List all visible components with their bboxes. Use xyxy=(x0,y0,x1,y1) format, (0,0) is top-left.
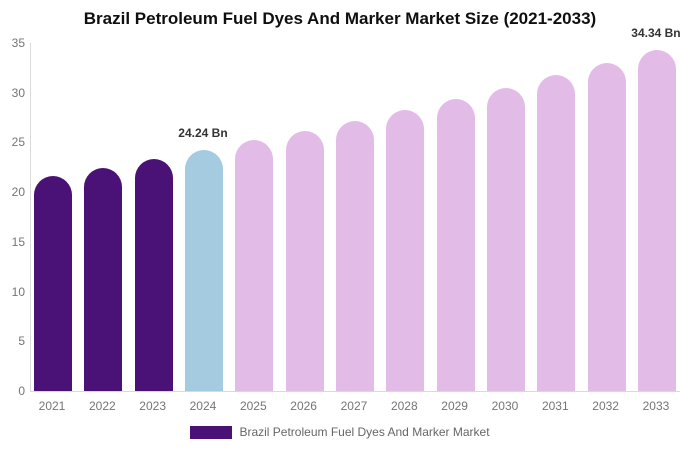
y-tick-label: 0 xyxy=(18,384,25,398)
x-tick-label-2025: 2025 xyxy=(239,399,267,413)
plot-area xyxy=(30,43,680,392)
chart-title: Brazil Petroleum Fuel Dyes And Marker Ma… xyxy=(83,9,597,28)
bar-2033 xyxy=(637,49,676,391)
bar-2030 xyxy=(486,87,525,391)
x-tick-label-2021: 2021 xyxy=(38,399,66,413)
bar-2029 xyxy=(436,98,475,391)
bar-2032 xyxy=(587,62,626,391)
x-axis-line xyxy=(30,391,680,392)
bar-2027 xyxy=(335,120,374,391)
y-tick-label: 15 xyxy=(11,234,25,249)
y-tick-label: 35 xyxy=(11,36,25,50)
bar-2031 xyxy=(537,74,576,391)
legend-swatch xyxy=(190,425,233,439)
x-tick-label-2026: 2026 xyxy=(290,399,317,413)
bar-2023 xyxy=(134,159,173,391)
legend: Brazil Petroleum Fuel Dyes And Marker Ma… xyxy=(0,425,680,439)
legend-label: Brazil Petroleum Fuel Dyes And Marker Ma… xyxy=(239,425,490,439)
bar-2026 xyxy=(285,130,324,391)
x-tick-label-2028: 2028 xyxy=(390,399,418,413)
x-tick-label-2024: 2024 xyxy=(189,399,217,413)
x-tick-label-2029: 2029 xyxy=(441,399,468,413)
x-tick-label-2030: 2030 xyxy=(491,399,519,413)
x-tick-label-2032: 2032 xyxy=(592,399,619,413)
x-tick-label-2033: 2033 xyxy=(642,399,670,413)
y-tick-label: 5 xyxy=(18,334,25,349)
x-tick-label-2027: 2027 xyxy=(340,399,368,413)
y-tick-label: 25 xyxy=(11,135,25,150)
bar-2028 xyxy=(386,109,425,391)
bar-2021 xyxy=(34,176,72,391)
value-label-2024: 24.24 Bn xyxy=(178,125,228,140)
bar-2024 xyxy=(184,150,223,391)
value-label-2033: 34.34 Bn xyxy=(631,25,680,40)
bar-2025 xyxy=(235,140,274,391)
x-tick-label-2031: 2031 xyxy=(541,399,569,413)
y-tick-label: 20 xyxy=(11,185,25,200)
bar-2022 xyxy=(84,168,123,391)
x-tick-label-2023: 2023 xyxy=(139,399,166,413)
y-tick-label: 10 xyxy=(11,284,25,299)
x-tick-label-2022: 2022 xyxy=(88,399,116,413)
y-tick-label: 30 xyxy=(11,85,25,100)
